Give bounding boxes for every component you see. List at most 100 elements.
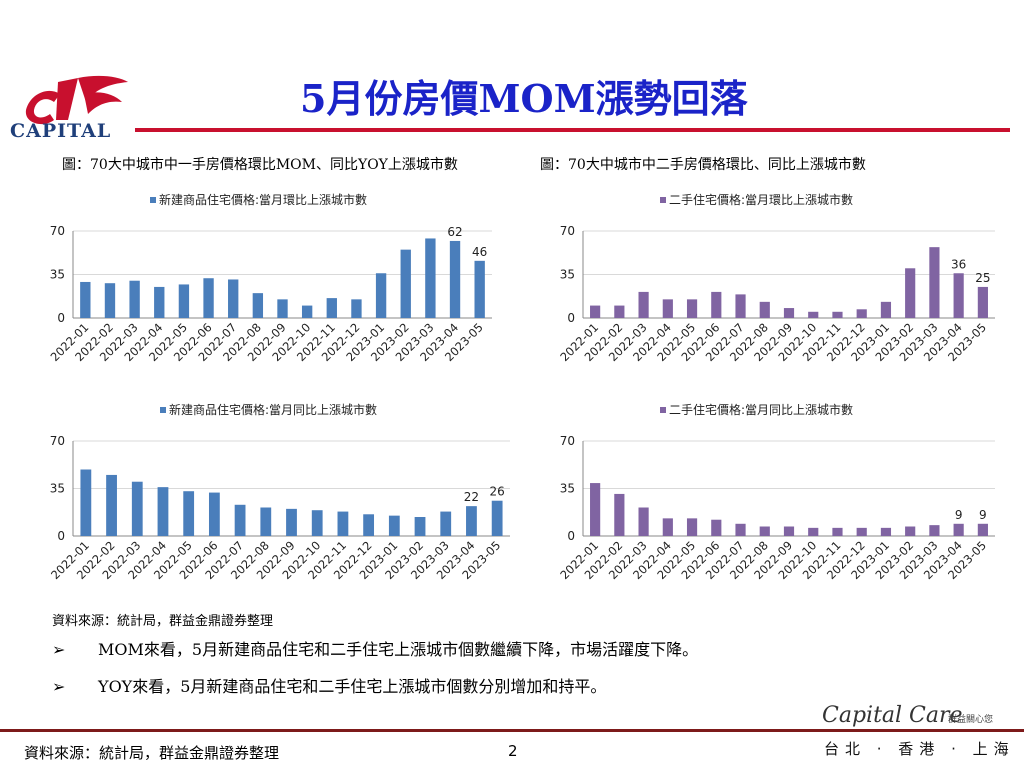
- logo-wordmark: CAPITAL: [10, 120, 112, 142]
- legend-label: 二手住宅價格:當月同比上漲城市數: [669, 402, 853, 417]
- y-tick-label: 35: [560, 268, 575, 282]
- chart-resale-homes-yoy: 二手住宅價格:當月同比上漲城市數035702022-012022-022022-…: [557, 402, 995, 582]
- bar: [590, 483, 601, 536]
- page-number: 2: [508, 742, 518, 760]
- data-label: 46: [472, 245, 487, 259]
- bar: [662, 518, 673, 536]
- y-tick-label: 0: [567, 529, 575, 543]
- bar: [662, 299, 673, 318]
- bar: [183, 491, 195, 536]
- bar: [208, 492, 220, 536]
- bar: [856, 527, 867, 536]
- bar: [80, 281, 91, 318]
- bar: [106, 474, 117, 536]
- bar: [832, 311, 843, 318]
- data-label: 9: [955, 508, 963, 522]
- bar: [929, 247, 940, 318]
- bar: [977, 286, 988, 318]
- bar: [638, 291, 649, 318]
- bar: [711, 291, 722, 318]
- bar: [157, 487, 169, 536]
- bar: [228, 279, 239, 318]
- legend-swatch: [660, 197, 666, 203]
- bar: [311, 510, 323, 536]
- data-label: 22: [464, 490, 479, 504]
- bar: [905, 268, 916, 318]
- bullet-arrow-icon: ➢: [52, 677, 66, 696]
- bar: [953, 523, 964, 536]
- bar: [260, 507, 272, 536]
- bar: [301, 305, 313, 318]
- bar: [351, 299, 362, 318]
- footer-divider: [0, 729, 1024, 732]
- bar: [286, 508, 297, 536]
- bar: [686, 518, 698, 536]
- footer-cities: 台北 · 香港 · 上海: [824, 740, 1015, 758]
- footer-source: 資料來源：統計局，群益金鼎證券整理: [24, 744, 280, 762]
- bar: [474, 260, 485, 318]
- y-tick-label: 35: [560, 482, 575, 496]
- bar: [614, 305, 625, 318]
- chart-new-homes-mom: 新建商品住宅價格:當月環比上漲城市數035702022-012022-02202…: [48, 192, 492, 364]
- legend-swatch: [660, 407, 666, 413]
- bullet-yoy: ➢ YOY來看，5月新建商品住宅和二手住宅上漲城市個數分別增加和持平。: [52, 673, 606, 697]
- data-label: 26: [490, 485, 505, 499]
- bar: [363, 514, 375, 536]
- bar: [759, 526, 770, 536]
- bar: [425, 238, 436, 318]
- bar: [154, 286, 165, 318]
- bar: [277, 299, 288, 318]
- bar: [326, 298, 337, 318]
- bar: [80, 469, 92, 536]
- bar: [686, 299, 698, 318]
- bar: [104, 283, 116, 318]
- y-tick-label: 35: [50, 482, 65, 496]
- bar: [440, 511, 452, 536]
- bar: [414, 517, 426, 536]
- bullet-mom-text: MOM來看，5月新建商品住宅和二手住宅上漲城市個數繼續下降，市場活躍度下降。: [98, 640, 699, 659]
- bar: [953, 273, 964, 318]
- y-tick-label: 0: [57, 311, 65, 325]
- bar: [735, 523, 746, 536]
- bar: [783, 308, 795, 318]
- bar: [808, 527, 819, 536]
- bar: [856, 309, 867, 318]
- y-tick-label: 35: [50, 268, 65, 282]
- legend-swatch: [160, 407, 166, 413]
- bar: [905, 526, 916, 536]
- y-tick-label: 70: [50, 434, 65, 448]
- slide-title: 5月份房價MOM漲勢回落: [300, 76, 748, 121]
- bar: [252, 293, 264, 318]
- bar: [400, 249, 411, 318]
- bullet-arrow-icon: ➢: [52, 640, 66, 659]
- caption-new-homes: 圖：70大中城市中一手房價格環比MOM、同比YOY上漲城市數: [62, 157, 458, 173]
- title-divider: [135, 128, 1010, 132]
- bar: [203, 278, 214, 318]
- bullet-yoy-text: YOY來看，5月新建商品住宅和二手住宅上漲城市個數分別增加和持平。: [98, 677, 607, 696]
- bar: [735, 294, 746, 318]
- bar: [711, 519, 722, 536]
- brand-tagline: 群益關心您: [948, 715, 994, 725]
- bar: [466, 506, 477, 536]
- legend-label: 新建商品住宅價格:當月環比上漲城市數: [159, 192, 367, 207]
- bar: [129, 280, 140, 318]
- data-label: 9: [979, 508, 987, 522]
- bar: [783, 526, 795, 536]
- y-tick-label: 0: [567, 311, 575, 325]
- legend-label: 二手住宅價格:當月環比上漲城市數: [669, 192, 853, 207]
- bar: [375, 273, 387, 318]
- caption-resale-homes: 圖：70大中城市中二手房價格環比、同比上漲城市數: [540, 157, 866, 173]
- bar: [590, 305, 601, 318]
- bar: [880, 301, 892, 318]
- chart-new-homes-yoy: 新建商品住宅價格:當月同比上漲城市數035702022-012022-02202…: [48, 402, 510, 582]
- bar: [388, 515, 400, 536]
- y-tick-label: 70: [560, 434, 575, 448]
- legend-label: 新建商品住宅價格:當月同比上漲城市數: [169, 402, 377, 417]
- data-label: 36: [951, 257, 966, 271]
- data-label: 62: [447, 225, 462, 239]
- y-tick-label: 0: [57, 529, 65, 543]
- bar: [491, 500, 503, 536]
- bar: [234, 504, 246, 536]
- bar: [638, 507, 649, 536]
- capital-logo: [25, 75, 128, 125]
